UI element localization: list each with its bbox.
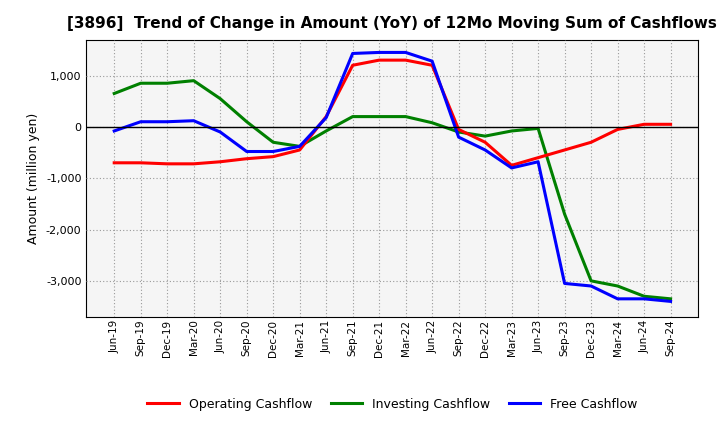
Investing Cashflow bbox=[189, 78, 198, 83]
Operating Cashflow bbox=[322, 114, 330, 119]
Operating Cashflow bbox=[428, 62, 436, 68]
Operating Cashflow bbox=[295, 147, 304, 153]
Investing Cashflow bbox=[375, 114, 384, 119]
Free Cashflow bbox=[560, 281, 569, 286]
Free Cashflow bbox=[163, 119, 171, 125]
Investing Cashflow bbox=[322, 128, 330, 134]
Investing Cashflow bbox=[508, 128, 516, 134]
Free Cashflow bbox=[216, 129, 225, 135]
Free Cashflow bbox=[401, 50, 410, 55]
Line: Operating Cashflow: Operating Cashflow bbox=[114, 60, 670, 165]
Operating Cashflow bbox=[481, 139, 490, 145]
Investing Cashflow bbox=[666, 296, 675, 301]
Investing Cashflow bbox=[401, 114, 410, 119]
Investing Cashflow bbox=[640, 293, 649, 299]
Free Cashflow bbox=[243, 149, 251, 154]
Operating Cashflow bbox=[613, 127, 622, 132]
Investing Cashflow bbox=[136, 81, 145, 86]
Free Cashflow bbox=[428, 59, 436, 64]
Free Cashflow bbox=[640, 296, 649, 301]
Investing Cashflow bbox=[269, 139, 277, 145]
Investing Cashflow bbox=[613, 283, 622, 289]
Operating Cashflow bbox=[375, 58, 384, 63]
Investing Cashflow bbox=[534, 126, 542, 131]
Operating Cashflow bbox=[110, 160, 119, 165]
Operating Cashflow bbox=[560, 147, 569, 153]
Operating Cashflow bbox=[534, 155, 542, 160]
Investing Cashflow bbox=[110, 91, 119, 96]
Investing Cashflow bbox=[481, 133, 490, 139]
Free Cashflow bbox=[348, 51, 357, 56]
Free Cashflow bbox=[481, 147, 490, 153]
Investing Cashflow bbox=[587, 278, 595, 283]
Investing Cashflow bbox=[454, 129, 463, 135]
Operating Cashflow bbox=[666, 121, 675, 127]
Line: Free Cashflow: Free Cashflow bbox=[114, 52, 670, 301]
Free Cashflow bbox=[613, 296, 622, 301]
Operating Cashflow bbox=[243, 156, 251, 161]
Free Cashflow bbox=[666, 299, 675, 304]
Operating Cashflow bbox=[508, 163, 516, 168]
Investing Cashflow bbox=[216, 96, 225, 101]
Investing Cashflow bbox=[348, 114, 357, 119]
Free Cashflow bbox=[454, 135, 463, 140]
Free Cashflow bbox=[295, 144, 304, 149]
Free Cashflow bbox=[189, 118, 198, 123]
Line: Investing Cashflow: Investing Cashflow bbox=[114, 81, 670, 299]
Operating Cashflow bbox=[454, 127, 463, 132]
Free Cashflow bbox=[136, 119, 145, 125]
Operating Cashflow bbox=[136, 160, 145, 165]
Operating Cashflow bbox=[163, 161, 171, 166]
Free Cashflow bbox=[587, 283, 595, 289]
Operating Cashflow bbox=[587, 139, 595, 145]
Operating Cashflow bbox=[189, 161, 198, 166]
Free Cashflow bbox=[375, 50, 384, 55]
Title: [3896]  Trend of Change in Amount (YoY) of 12Mo Moving Sum of Cashflows: [3896] Trend of Change in Amount (YoY) o… bbox=[68, 16, 717, 32]
Investing Cashflow bbox=[163, 81, 171, 86]
Investing Cashflow bbox=[295, 144, 304, 149]
Y-axis label: Amount (million yen): Amount (million yen) bbox=[27, 113, 40, 244]
Legend: Operating Cashflow, Investing Cashflow, Free Cashflow: Operating Cashflow, Investing Cashflow, … bbox=[143, 393, 642, 416]
Free Cashflow bbox=[110, 128, 119, 134]
Operating Cashflow bbox=[216, 159, 225, 165]
Operating Cashflow bbox=[401, 58, 410, 63]
Investing Cashflow bbox=[243, 119, 251, 125]
Operating Cashflow bbox=[348, 62, 357, 68]
Free Cashflow bbox=[322, 115, 330, 120]
Operating Cashflow bbox=[269, 154, 277, 159]
Operating Cashflow bbox=[640, 121, 649, 127]
Free Cashflow bbox=[508, 165, 516, 171]
Free Cashflow bbox=[534, 159, 542, 165]
Free Cashflow bbox=[269, 149, 277, 154]
Investing Cashflow bbox=[428, 120, 436, 125]
Investing Cashflow bbox=[560, 212, 569, 217]
